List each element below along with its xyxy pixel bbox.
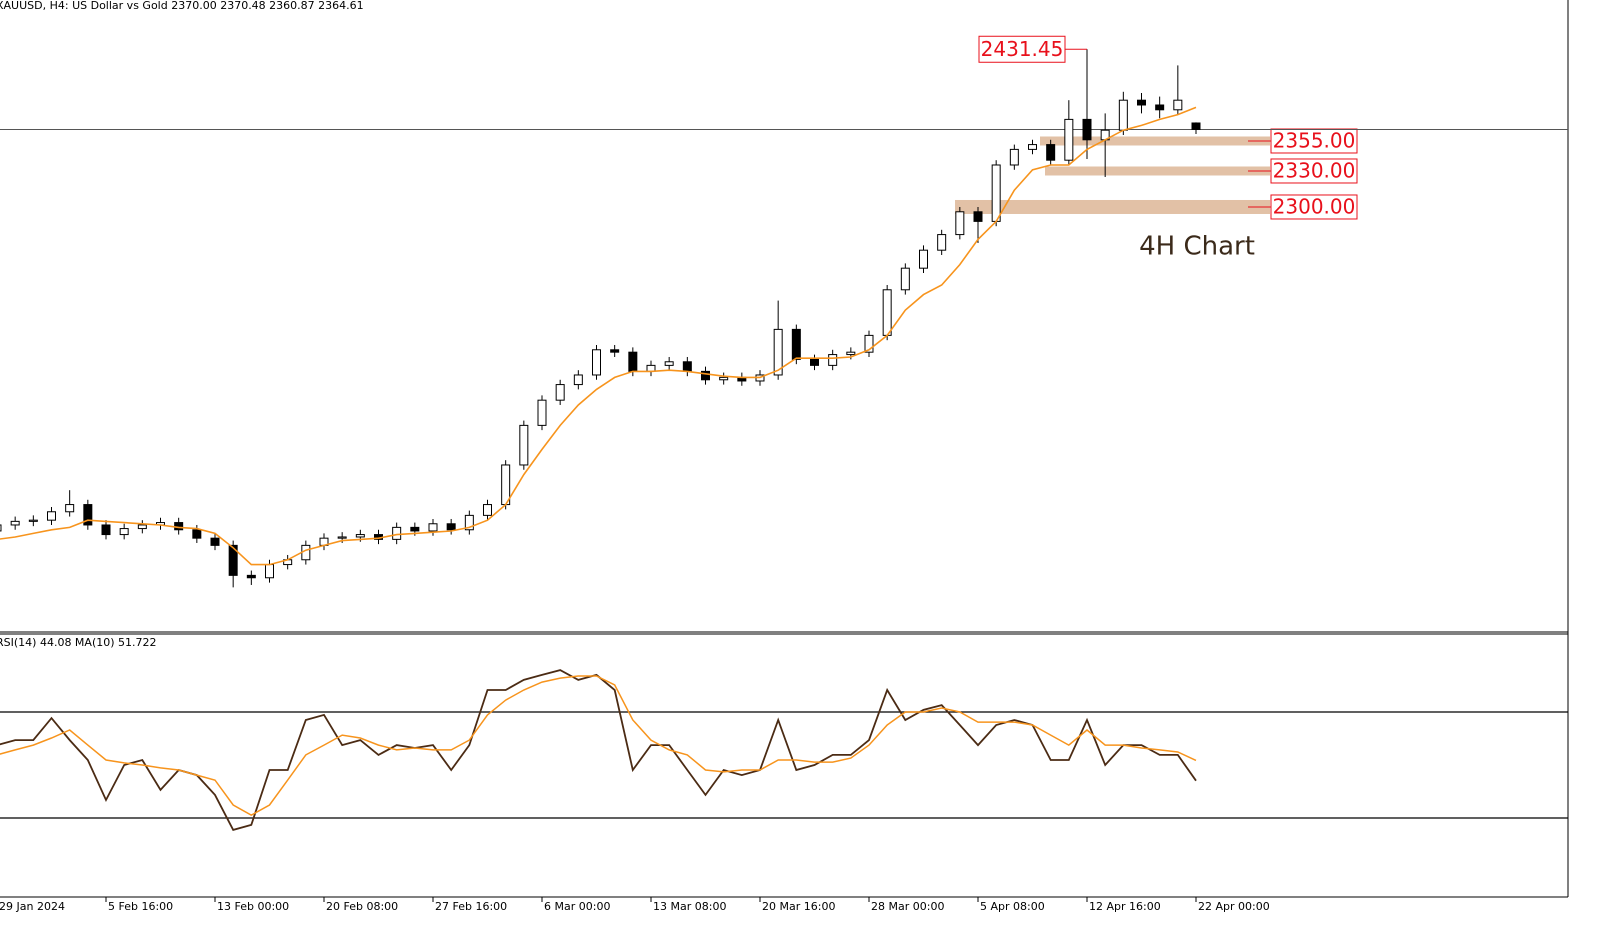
candle-body	[628, 351, 638, 372]
candle-body	[137, 524, 147, 530]
candle-body	[846, 351, 856, 356]
candle-body	[791, 328, 801, 360]
chart-title: XAUUSD, H4: US Dollar vs Gold 2370.00 23…	[0, 0, 364, 12]
candle-body	[682, 361, 692, 372]
moving-average	[0, 106, 1197, 566]
candle-body	[555, 384, 565, 401]
candle-body	[210, 537, 220, 546]
candle-body	[592, 349, 601, 376]
candle-body	[882, 289, 892, 336]
x-tick-label: 22 Apr 00:00	[1198, 900, 1270, 913]
candle-body	[47, 511, 56, 521]
candle-body	[337, 536, 347, 539]
x-tick-label: 28 Mar 00:00	[871, 900, 944, 913]
candle-body	[0, 524, 2, 532]
x-tick-label: 20 Feb 08:00	[326, 900, 398, 913]
support-zone	[955, 199, 1270, 214]
candle-body	[664, 361, 674, 366]
candle-body	[828, 354, 838, 366]
candle-body	[773, 328, 783, 376]
candle-body	[483, 504, 492, 516]
candle-body	[1173, 99, 1183, 111]
level-label: 2355.00	[1273, 128, 1356, 152]
candle-body	[83, 504, 93, 526]
candle-body	[991, 164, 1001, 222]
candle-body	[1191, 122, 1201, 130]
x-tick-label: 12 Apr 16:00	[1089, 900, 1161, 913]
candle-body	[701, 370, 710, 381]
candle-body	[810, 358, 819, 366]
candle-body	[410, 526, 420, 532]
candle-body	[1155, 104, 1165, 111]
candle-body	[937, 234, 947, 251]
high-label-box	[978, 35, 1066, 63]
x-tick-label: 5 Apr 08:00	[980, 900, 1045, 913]
candle-body	[246, 574, 256, 579]
high-label: 2431.45	[981, 37, 1064, 61]
annotation: 4H Chart	[1139, 232, 1255, 262]
rsi-ma-line	[0, 675, 1197, 816]
candle-body	[28, 519, 38, 522]
candle-body	[174, 522, 184, 531]
candle-body	[1028, 144, 1037, 150]
candle-body	[192, 529, 202, 539]
candle-body	[900, 267, 910, 291]
support-zone	[1045, 166, 1270, 176]
candle-body	[65, 504, 75, 513]
rsi-title: RSI(14) 44.08 MA(10) 51.722	[0, 636, 157, 649]
candle-body	[1118, 99, 1128, 131]
candle-body	[392, 526, 402, 540]
candle-body	[1137, 99, 1146, 106]
candle-body	[610, 349, 620, 353]
candle-body	[355, 534, 365, 538]
x-tick-label: 13 Mar 08:00	[653, 900, 726, 913]
candle-body	[573, 374, 583, 386]
candle-body	[265, 564, 274, 579]
candle-body	[10, 520, 20, 526]
candle-body	[519, 424, 529, 466]
support-zone	[1040, 136, 1270, 146]
x-tick-label: 6 Mar 00:00	[544, 900, 610, 913]
candle-body	[1046, 144, 1056, 161]
x-tick-label: 20 Mar 16:00	[762, 900, 835, 913]
candle-body	[955, 211, 965, 236]
candle-body	[446, 523, 456, 531]
candle-body	[428, 523, 438, 532]
level-label-box	[1270, 158, 1358, 184]
candle-body	[919, 249, 928, 269]
x-tick-label: 27 Feb 16:00	[435, 900, 507, 913]
candle-body	[537, 399, 547, 426]
candle-body	[1082, 118, 1092, 141]
level-label-box	[1270, 194, 1358, 220]
candle-body	[1009, 148, 1019, 166]
candle-body	[119, 528, 129, 536]
level-label-box	[1270, 128, 1358, 154]
level-label: 2300.00	[1273, 194, 1356, 218]
candle-body	[464, 514, 474, 531]
x-tick-label: 5 Feb 16:00	[108, 900, 173, 913]
candle-body	[228, 544, 238, 576]
x-tick-label: 13 Feb 00:00	[217, 900, 289, 913]
candle-body	[719, 376, 729, 381]
level-label: 2330.00	[1273, 158, 1356, 182]
candle-body	[1064, 118, 1074, 161]
candle-body	[973, 211, 983, 222]
x-tick-label: 29 Jan 2024	[0, 900, 65, 913]
candle-body	[101, 524, 111, 536]
candle-body	[864, 334, 874, 353]
